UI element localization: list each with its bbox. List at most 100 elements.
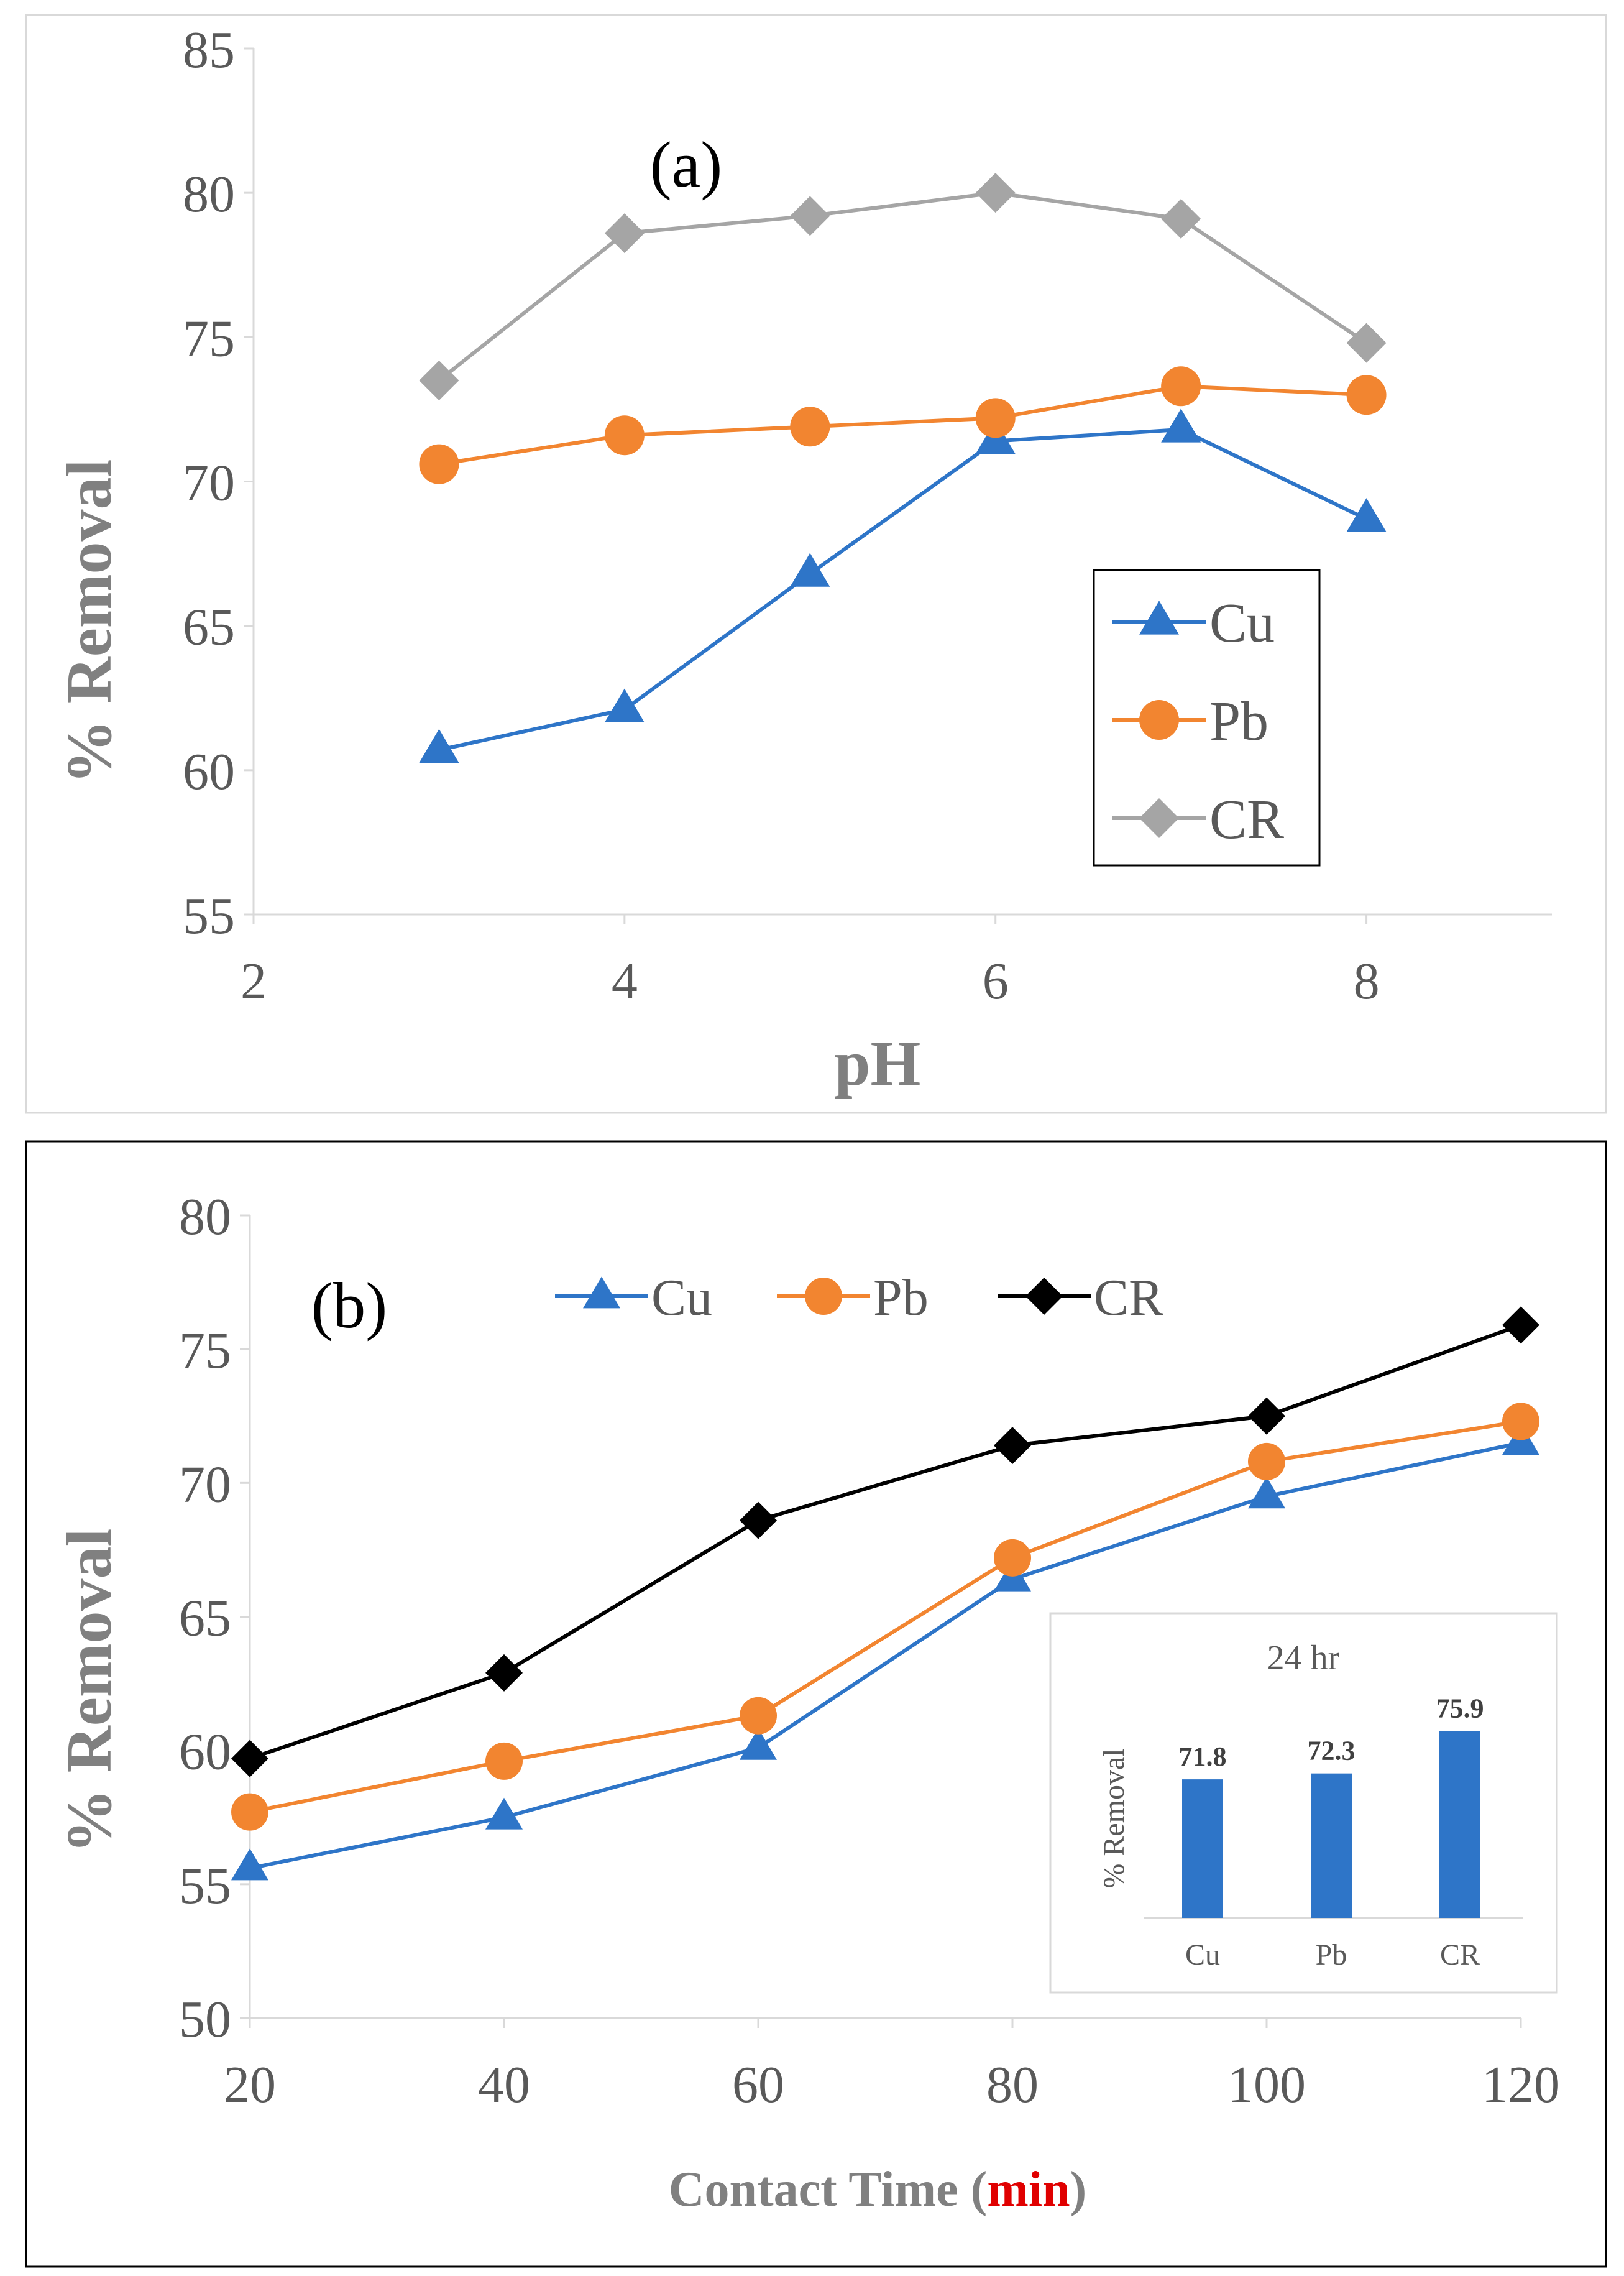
panel-b-y-tick-label: 65 <box>179 1590 231 1647</box>
panel-a-legend: Cu Pb CR <box>1093 569 1321 867</box>
panel-a-point-cu <box>790 553 830 587</box>
panel-a-series <box>419 173 1387 763</box>
panel-b-y-tick-label: 70 <box>179 1455 231 1513</box>
panel-a-y-tick-label: 65 <box>183 599 235 657</box>
panel-a-point-cr <box>419 360 459 400</box>
inset-bar-value-label: 72.3 <box>1308 1736 1356 1766</box>
inset-y-axis-title: % Removal <box>1098 1748 1131 1888</box>
panel-a-legend-label-cr: CR <box>1209 789 1284 850</box>
panel-a-y-tick-label: 75 <box>183 310 235 367</box>
panel-b: 50 55 60 65 70 75 80 20 40 60 80 100 120 (b) Contact… <box>25 1140 1607 2268</box>
panel-a-point-cu <box>1346 498 1387 532</box>
panel-a-label: (a) <box>650 128 723 201</box>
panel-a-legend-box <box>1093 569 1321 867</box>
panel-b-legend-label-cr: CR <box>1094 1269 1163 1327</box>
panel-a-point-pb <box>604 415 645 456</box>
panel-a: 55 60 65 70 75 80 85 2 4 6 8 (a) pH % Removal Cu Pb… <box>25 14 1607 1114</box>
panel-b-x-axis-title-unit: min <box>987 2162 1070 2217</box>
panel-b-legend-marker-cu <box>583 1276 620 1309</box>
panel-b-point-cr <box>1248 1397 1285 1435</box>
panel-b-point-cu <box>1248 1477 1285 1509</box>
panel-a-point-pb <box>790 407 830 447</box>
panel-a-legend-label-pb: Pb <box>1209 691 1268 752</box>
panel-b-point-pb <box>1248 1442 1285 1480</box>
panel-b-x-axis-title-close: ) <box>1070 2162 1087 2217</box>
panel-a-legend-marker-cr <box>1139 798 1179 838</box>
panel-b-label: (b) <box>311 1269 387 1342</box>
panel-b-point-pb <box>1502 1403 1539 1440</box>
inset-category-label: CR <box>1440 1938 1480 1971</box>
panel-b-point-pb <box>231 1793 268 1831</box>
panel-b-y-tick-label: 50 <box>179 1991 231 2048</box>
inset-category-label: Pb <box>1316 1938 1347 1971</box>
panel-b-point-cu <box>231 1848 268 1881</box>
panel-a-y-tick-label: 80 <box>183 165 235 223</box>
panel-b-y-axis-title: % Removal <box>53 1529 125 1854</box>
panel-a-point-pb <box>1161 366 1201 407</box>
panel-a-x-tick-label: 6 <box>983 952 1009 1010</box>
panel-b-series-line-pb <box>249 1419 1521 1814</box>
panel-a-x-tick-label: 2 <box>241 952 267 1010</box>
panel-a-point-cu <box>1161 408 1201 443</box>
panel-b-legend: Cu Pb CR <box>555 1269 1163 1327</box>
panel-a-series-line-cu <box>438 427 1367 752</box>
panel-a-y-tick-label: 70 <box>183 454 235 512</box>
inset-bar-value-label: 71.8 <box>1179 1741 1227 1772</box>
panel-b-point-cr <box>231 1739 268 1777</box>
panel-b-point-cr <box>485 1654 523 1692</box>
panel-a-y-tick-label: 85 <box>183 21 235 79</box>
panel-b-legend-label-pb: Pb <box>873 1269 929 1327</box>
panel-b-series <box>231 1306 1539 1881</box>
panel-b-y-tick-label: 75 <box>179 1322 231 1380</box>
panel-a-point-cr <box>975 173 1016 213</box>
panel-b-point-cr <box>994 1427 1031 1465</box>
panel-b-series-line-cu <box>249 1440 1521 1870</box>
panel-a-y-axis-title: % Removal <box>53 459 125 785</box>
panel-a-point-cr <box>790 196 830 236</box>
inset-category-label: Cu <box>1185 1938 1220 1971</box>
panel-b-x-axis-title-main: Contact Time ( <box>669 2162 988 2217</box>
inset-bars: 71.8 Cu 72.3 Pb 75.9 CR <box>1144 1693 1523 1971</box>
panel-b-point-cr <box>740 1501 777 1539</box>
panel-a-x-tick-label: 4 <box>612 952 638 1010</box>
panel-b-point-cu <box>485 1797 523 1830</box>
panel-b-y-tick-label: 60 <box>179 1723 231 1781</box>
panel-a-point-cu <box>419 729 459 763</box>
inset-bar-value-label: 75.9 <box>1436 1693 1484 1724</box>
inset-bar-chart: 24 hr % Removal 71.8 Cu 72.3 Pb 75.9 CR <box>1049 1612 1558 1994</box>
panel-a-point-pb <box>419 444 459 484</box>
inset-bar-cr <box>1439 1731 1480 1918</box>
panel-b-x-tick-label: 60 <box>732 2056 784 2114</box>
panel-b-x-tick-label: 120 <box>1482 2056 1560 2114</box>
panel-b-series-line-cr <box>249 1323 1522 1761</box>
panel-b-x-tick-label: 20 <box>224 2056 276 2114</box>
panel-b-axes: 50 55 60 65 70 75 80 20 40 60 80 100 120 <box>179 1188 1560 2114</box>
panel-b-y-tick-label: 80 <box>179 1188 231 1246</box>
panel-b-x-tick-label: 100 <box>1227 2056 1306 2114</box>
panel-a-legend-label-cu: Cu <box>1209 592 1275 654</box>
panel-a-series-line-cr <box>438 191 1368 382</box>
panel-a-x-axis-title: pH <box>835 1028 921 1099</box>
panel-a-series-line-pb <box>438 384 1367 466</box>
inset-bar-pb <box>1311 1773 1352 1918</box>
panel-b-legend-label-cu: Cu <box>651 1269 712 1327</box>
panel-b-x-tick-label: 40 <box>478 2056 530 2114</box>
panel-b-point-pb <box>994 1539 1031 1577</box>
panel-a-point-cu <box>604 688 645 722</box>
panel-a-y-tick-label: 55 <box>183 887 235 945</box>
panel-b-x-tick-label: 80 <box>986 2056 1039 2114</box>
panel-b-point-cu <box>740 1728 777 1760</box>
panel-a-point-cr <box>604 213 645 254</box>
panel-a-x-tick-label: 8 <box>1354 952 1380 1010</box>
panel-b-legend-marker-cr <box>1025 1278 1063 1315</box>
inset-bar-cu <box>1182 1779 1223 1918</box>
panel-b-point-pb <box>485 1742 523 1780</box>
panel-a-point-pb <box>1346 375 1387 415</box>
panel-b-x-axis-title: Contact Time (min) <box>669 2162 1087 2217</box>
panel-a-point-pb <box>975 398 1016 438</box>
panel-a-axes: 55 60 65 70 75 80 85 2 4 6 8 <box>183 21 1552 1010</box>
panel-a-point-cr <box>1346 323 1387 363</box>
panel-a-y-tick-label: 60 <box>183 743 235 801</box>
panel-b-point-cr <box>1502 1306 1539 1344</box>
